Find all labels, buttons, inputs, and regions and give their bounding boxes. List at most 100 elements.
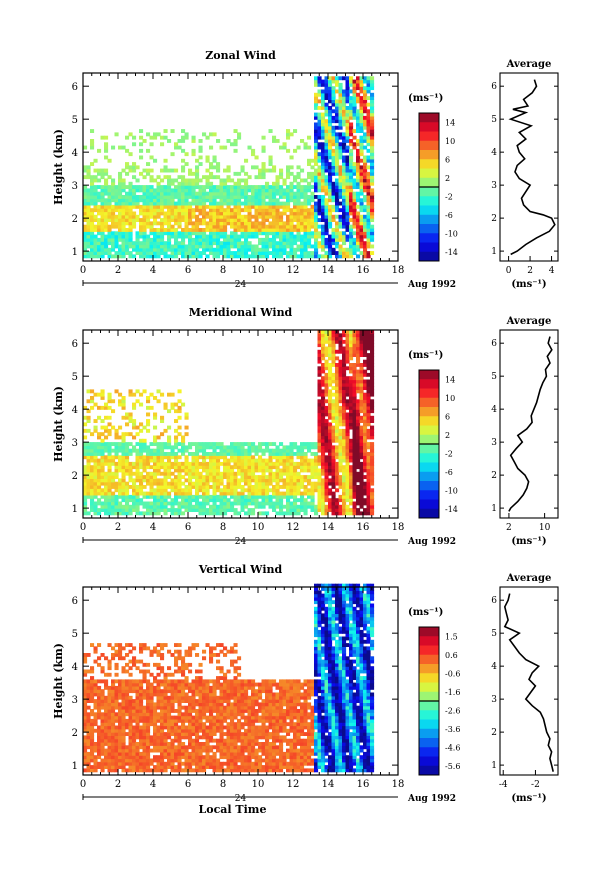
heatmap-cell (104, 221, 109, 226)
heatmap-cell (324, 188, 329, 193)
heatmap-cell (244, 158, 249, 163)
heatmap-cell (195, 181, 200, 186)
heatmap-cell (349, 158, 354, 163)
heatmap-cell (146, 191, 151, 196)
heatmap-cell (93, 485, 98, 489)
heatmap-cell (268, 204, 273, 209)
heatmap-cell (244, 208, 249, 213)
heatmap-cell (352, 396, 357, 400)
heatmap-cell (212, 191, 217, 196)
heatmap-cell (86, 511, 91, 516)
heatmap-cell (282, 481, 287, 486)
heatmap-cell (300, 485, 305, 489)
heatmap-cells (83, 76, 375, 259)
heatmap-cell (198, 244, 203, 249)
heatmap-cell (226, 165, 231, 170)
heatmap-cell (93, 214, 98, 219)
heatmap-cell (261, 208, 266, 213)
heatmap-cell (156, 195, 161, 199)
heatmap-cell (345, 185, 350, 189)
heatmap-cell (338, 386, 343, 390)
heatmap-cell (233, 185, 238, 189)
heatmap-cell (97, 478, 102, 483)
heatmap-cell (177, 448, 182, 453)
heatmap-cell (356, 508, 361, 512)
heatmap-cell (111, 211, 116, 216)
heatmap-cell (153, 498, 158, 503)
heatmap-cell (331, 89, 336, 94)
heatmap-cell (303, 488, 308, 493)
heatmap-cell (338, 247, 343, 252)
heatmap-cell (300, 241, 305, 246)
heatmap-cell (90, 208, 95, 213)
heatmap-cell (163, 475, 168, 479)
heatmap-cell (310, 198, 315, 203)
heatmap-cell (237, 458, 242, 463)
heatmap-cell (324, 165, 329, 170)
heatmap-cell (146, 504, 151, 509)
heatmap-cell (125, 185, 130, 189)
heatmap-cell (289, 188, 294, 193)
heatmap-cell (83, 435, 88, 440)
heatmap-cell (303, 458, 308, 463)
heatmap-cell (93, 715, 98, 720)
heatmap-cell (317, 504, 322, 509)
heatmap-cell (261, 201, 266, 206)
heatmap-cell (205, 234, 210, 239)
heatmap-cell (114, 204, 119, 209)
heatmap-cell (170, 191, 175, 196)
colorbar-swatch (419, 150, 439, 160)
heatmap-cell (160, 228, 165, 232)
heatmap-cell (104, 237, 109, 242)
heatmap-cell (86, 461, 91, 466)
heatmap-cell (86, 399, 91, 404)
heatmap-cell (142, 188, 147, 193)
heatmap-cell (97, 171, 102, 176)
heatmap-cell (349, 488, 354, 493)
heatmap-cell (128, 251, 133, 255)
heatmap-cell (223, 494, 228, 499)
heatmap-cell (349, 254, 354, 259)
heatmap-cell (226, 488, 231, 493)
heatmap-cell (146, 471, 151, 476)
heatmap-cell (321, 396, 326, 400)
heatmap-cell (293, 471, 298, 476)
heatmap-cell (216, 254, 221, 259)
heatmap-cell (177, 139, 182, 143)
heatmap-cell (97, 244, 102, 249)
heatmap-cell (359, 208, 364, 213)
heatmap-cell (240, 468, 245, 473)
heatmap-cell (132, 211, 137, 216)
heatmap-cell (209, 244, 214, 249)
heatmap-cell (366, 428, 371, 433)
heatmap-cell (97, 452, 102, 456)
heatmap-cell (86, 165, 91, 170)
heatmap-cell (321, 135, 326, 140)
heatmap-cell (209, 221, 214, 226)
heatmap-cell (335, 452, 340, 456)
heatmap-cell (349, 376, 354, 381)
heatmap-cell (240, 504, 245, 509)
heatmap-cell (258, 204, 263, 209)
heatmap-cell (366, 392, 371, 397)
heatmap-cell (335, 501, 340, 506)
heatmap-cell (132, 504, 137, 509)
heatmap-cell (146, 211, 151, 216)
heatmap-cell (233, 148, 238, 153)
average-y-tick-label: 2 (491, 471, 497, 481)
heatmap-cell (338, 82, 343, 87)
heatmap-cell (352, 422, 357, 427)
heatmap-cell (156, 221, 161, 226)
heatmap-cell (223, 181, 228, 186)
heatmap-cell (314, 442, 319, 446)
heatmap-cell (366, 251, 371, 255)
heatmap-cell (167, 198, 172, 203)
heatmap-cell (104, 475, 109, 479)
heatmap-cell (303, 178, 308, 183)
heatmap-cell (100, 491, 105, 496)
heatmap-cell (293, 228, 298, 232)
heatmap-cell (83, 254, 88, 259)
heatmap-cell (233, 208, 238, 213)
date-marker: 24 (235, 280, 247, 290)
heatmap-cell (230, 218, 235, 222)
